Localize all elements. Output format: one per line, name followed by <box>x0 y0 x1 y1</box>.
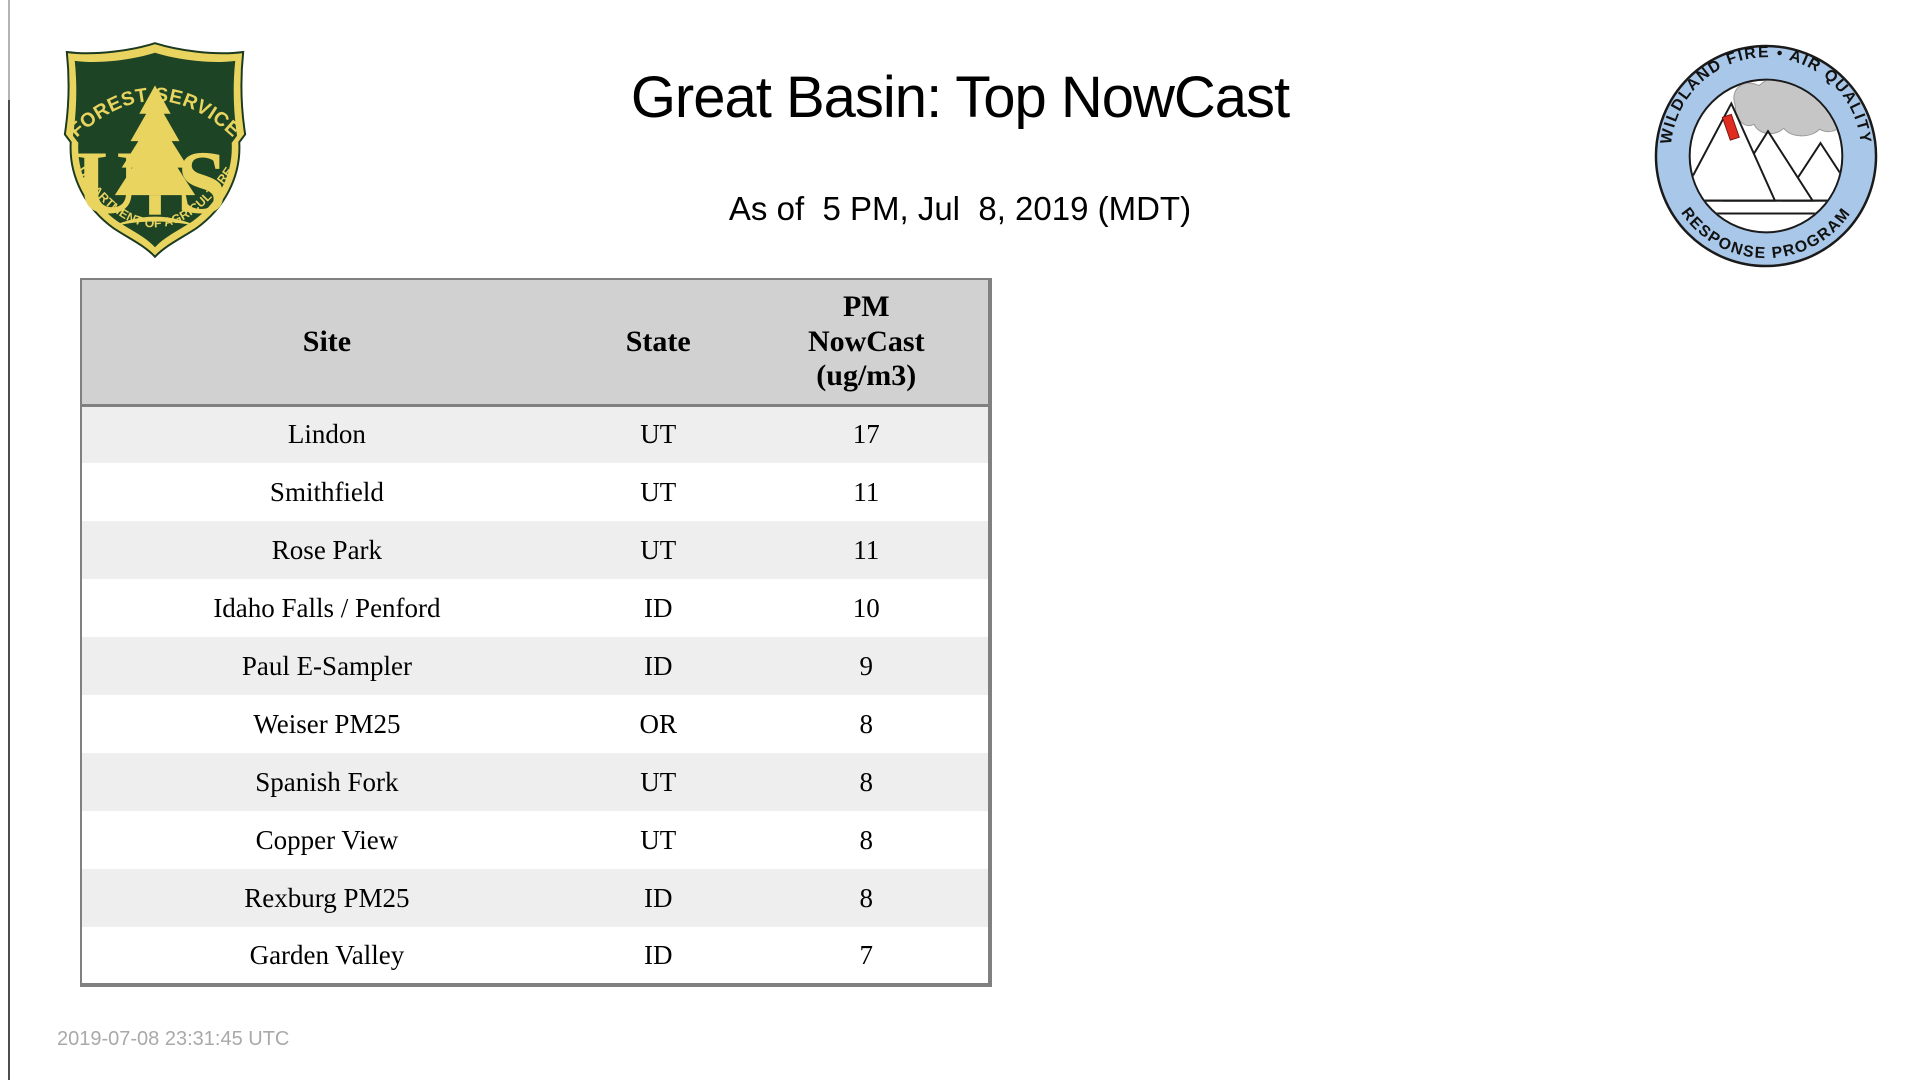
left-edge-line-bottom <box>8 100 10 1080</box>
cell-state: UT <box>571 753 745 811</box>
cell-site: Rexburg PM25 <box>81 869 572 927</box>
cell-state: ID <box>571 579 745 637</box>
usfs-tree-icon <box>114 85 196 196</box>
table-row: Weiser PM25 OR 8 <box>81 695 990 753</box>
table-body: Lindon UT 17 Smithfield UT 11 Rose Park UT 11 Ida… <box>81 405 990 985</box>
cell-state: UT <box>571 521 745 579</box>
cell-site: Lindon <box>81 405 572 463</box>
timestamp: 2019-07-08 23:31:45 UTC <box>57 1028 290 1050</box>
col-header-site: Site <box>81 279 572 407</box>
table-header: Site State PM NowCast (ug/m3) <box>81 279 990 407</box>
cell-site: Smithfield <box>81 463 572 521</box>
cell-value: 8 <box>744 753 990 811</box>
cell-value: 8 <box>744 811 990 869</box>
cell-site: Garden Valley <box>81 927 572 985</box>
cell-site: Rose Park <box>81 521 572 579</box>
left-edge-line-top <box>8 0 10 100</box>
cell-value: 9 <box>744 637 990 695</box>
cell-value: 11 <box>744 463 990 521</box>
table-row: Rexburg PM25 ID 8 <box>81 869 990 927</box>
col-header-state: State <box>571 279 745 407</box>
nowcast-table: Site State PM NowCast (ug/m3) Lindon UT 17… <box>80 278 992 987</box>
col-header-pm-nowcast: PM NowCast (ug/m3) <box>744 279 990 407</box>
cell-value: 11 <box>744 521 990 579</box>
table-row: Paul E-Sampler ID 9 <box>81 637 990 695</box>
cell-state: UT <box>571 405 745 463</box>
cell-value: 8 <box>744 695 990 753</box>
cell-state: ID <box>571 869 745 927</box>
usfs-logo: FOREST SERVICE DEPARTMENT OF AGRICULTURE… <box>63 42 247 259</box>
cell-state: ID <box>571 637 745 695</box>
table-row: Copper View UT 8 <box>81 811 990 869</box>
cell-site: Idaho Falls / Penford <box>81 579 572 637</box>
table-header-row: Site State PM NowCast (ug/m3) <box>81 279 990 407</box>
table-row: Rose Park UT 11 <box>81 521 990 579</box>
cell-site: Weiser PM25 <box>81 695 572 753</box>
cell-value: 8 <box>744 869 990 927</box>
cell-state: OR <box>571 695 745 753</box>
cell-site: Copper View <box>81 811 572 869</box>
cell-value: 10 <box>744 579 990 637</box>
cell-site: Spanish Fork <box>81 753 572 811</box>
cell-value: 17 <box>744 405 990 463</box>
cell-state: ID <box>571 927 745 985</box>
page-title: Great Basin: Top NowCast <box>630 65 1290 130</box>
col-header-pm-nowcast-label: PM NowCast (ug/m3) <box>807 290 925 392</box>
cell-state: UT <box>571 811 745 869</box>
wfaqrp-logo: WILDLAND FIRE • AIR QUALITY RESPONSE PRO… <box>1654 44 1878 268</box>
table-row: Idaho Falls / Penford ID 10 <box>81 579 990 637</box>
table-row: Spanish Fork UT 8 <box>81 753 990 811</box>
table-row: Smithfield UT 11 <box>81 463 990 521</box>
usfs-tree-trunk <box>149 195 161 215</box>
cell-value: 7 <box>744 927 990 985</box>
cell-state: UT <box>571 463 745 521</box>
page-subtitle: As of 5 PM, Jul 8, 2019 (MDT) <box>728 190 1192 227</box>
cell-site: Paul E-Sampler <box>81 637 572 695</box>
fire-mark-icon <box>1721 113 1740 141</box>
table-row: Lindon UT 17 <box>81 405 990 463</box>
table-row: Garden Valley ID 7 <box>81 927 990 985</box>
